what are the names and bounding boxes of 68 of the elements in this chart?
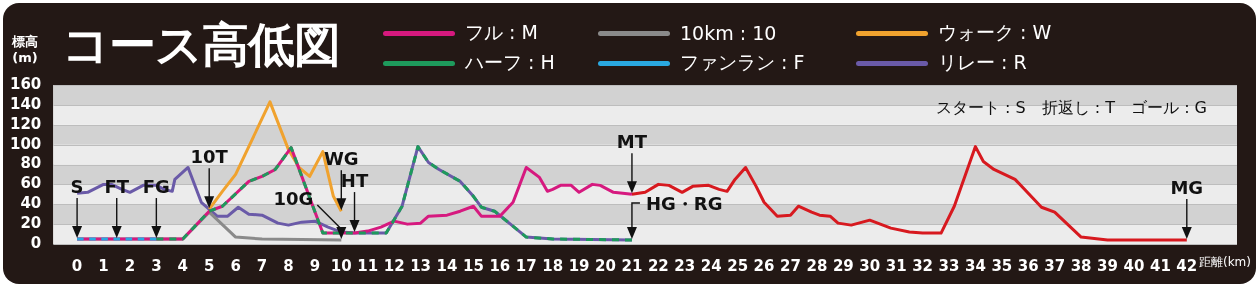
x-tick-label: 9 (309, 256, 321, 275)
x-axis-title: 距離(km) (1198, 255, 1251, 270)
x-tick-label: 21 (621, 256, 643, 275)
x-tick-label: 38 (1070, 256, 1092, 275)
y-tick-label: 60 (20, 174, 42, 193)
annotation: スタート : S 折返し : T ゴール : G (935, 98, 1207, 118)
legend-label: フル : M (465, 20, 538, 45)
legend-label: ウォーク : W (938, 20, 1052, 45)
x-tick-label: 30 (859, 256, 881, 275)
y-tick-label: 160 (10, 74, 42, 93)
x-tick-label: 29 (832, 256, 854, 275)
x-tick-label: 17 (515, 256, 537, 275)
x-tick-label: 11 (357, 256, 379, 275)
x-tick-label: 39 (1097, 256, 1118, 275)
x-tick-label: 42 (1176, 256, 1198, 275)
x-tick-label: 7 (256, 256, 268, 275)
x-tick-label: 41 (1149, 256, 1171, 275)
x-tick-label: 5 (203, 256, 215, 275)
annotation: S (70, 175, 84, 197)
x-tick-label: 36 (1017, 256, 1039, 275)
x-tick-label: 20 (595, 256, 616, 275)
chart-title: コース高低図 (62, 16, 340, 74)
x-tick-label: 27 (780, 256, 801, 275)
x-tick-label: 0 (71, 256, 83, 275)
y-tick-label: 140 (10, 94, 42, 113)
x-tick-label: 26 (753, 256, 775, 275)
annotation: 10T (190, 145, 229, 167)
y-tick-label: 20 (20, 214, 42, 233)
x-tick-label: 19 (568, 256, 590, 275)
x-tick-label: 28 (806, 256, 828, 275)
legend-label: リレー : R (938, 50, 1027, 75)
x-tick-label: 22 (647, 256, 669, 275)
x-tick-label: 15 (462, 256, 484, 275)
y-tick-label: 100 (10, 134, 42, 153)
x-tick-label: 32 (912, 256, 934, 275)
x-tick-label: 13 (410, 256, 432, 275)
x-tick-label: 6 (230, 256, 241, 275)
x-tick-label: 3 (151, 256, 162, 275)
x-tick-label: 1 (98, 256, 109, 275)
legend-label: 10km : 10 (680, 22, 777, 44)
x-tick-label: 35 (991, 256, 1013, 275)
x-tick-label: 40 (1123, 256, 1145, 275)
x-tick-label: 34 (964, 256, 986, 275)
y-axis-title: 標高(m) (10, 34, 39, 66)
x-tick-label: 4 (177, 256, 188, 275)
x-tick-label: 14 (436, 256, 458, 275)
annotation: HT (340, 169, 369, 191)
x-tick-label: 23 (674, 256, 696, 275)
legend-label: ファンラン : F (680, 50, 805, 75)
y-tick-label: 40 (20, 194, 42, 213)
x-tick-label: 24 (700, 256, 722, 275)
x-tick-label: 10 (330, 256, 352, 275)
x-tick-label: 8 (283, 256, 294, 275)
x-tick-label: 16 (489, 256, 511, 275)
annotation: HG・RG (645, 192, 723, 214)
y-tick-label: 80 (20, 154, 42, 173)
legend-label: ハーフ : H (465, 50, 555, 75)
x-tick-label: 37 (1044, 256, 1066, 275)
y-tick-label: 0 (30, 233, 42, 252)
x-tick-label: 12 (383, 256, 405, 275)
x-tick-label: 33 (938, 256, 960, 275)
y-tick-label: 120 (10, 114, 42, 133)
annotation: MG (1170, 176, 1204, 198)
x-tick-label: 31 (885, 256, 907, 275)
x-tick-label: 25 (727, 256, 749, 275)
annotation: MT (616, 130, 648, 152)
x-tick-label: 18 (542, 256, 564, 275)
x-tick-label: 2 (124, 256, 136, 275)
